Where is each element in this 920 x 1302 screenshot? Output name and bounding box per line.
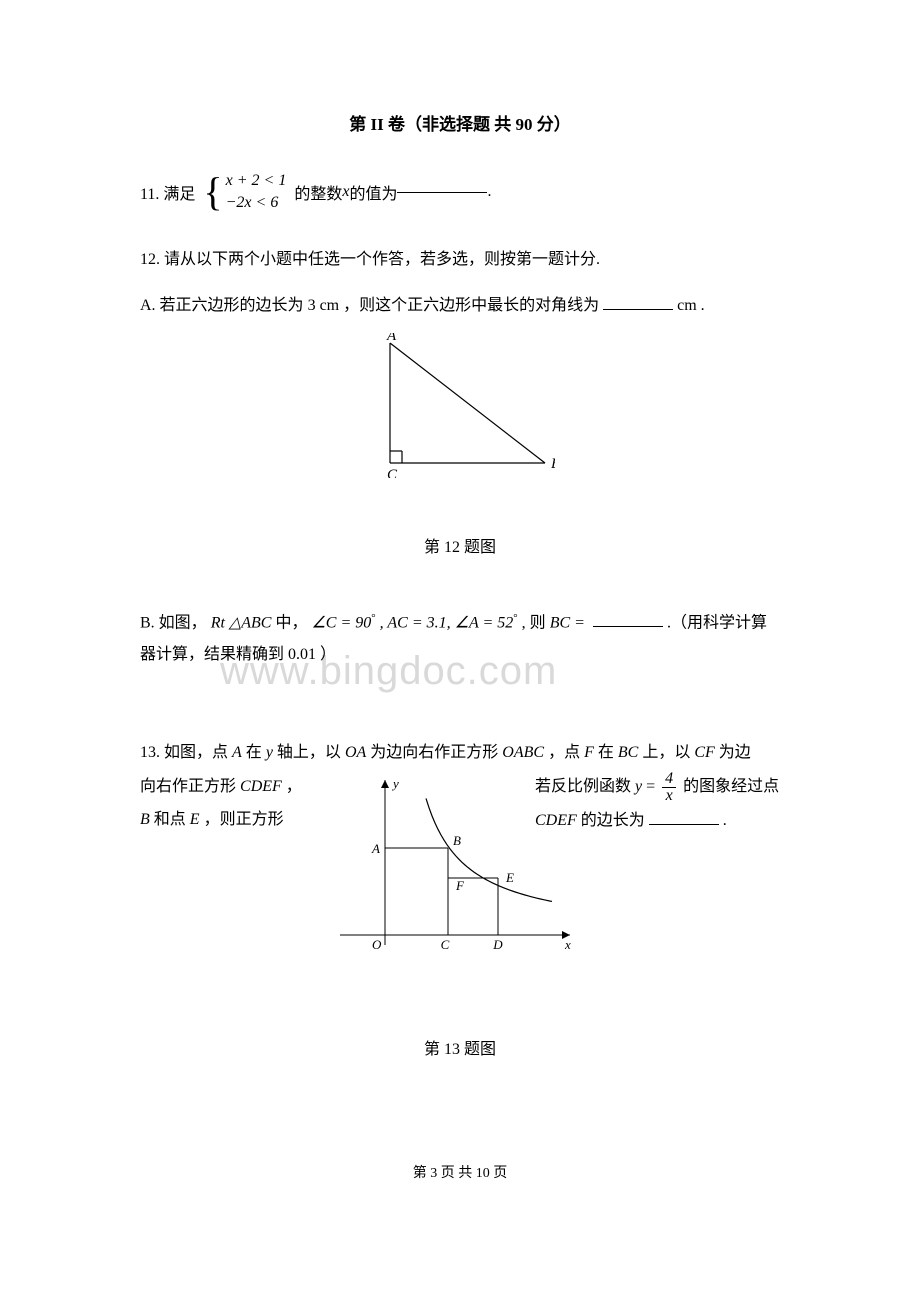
question-11: 11. 满足 { x + 2 < 1 −2x < 6 的整数 x 的值为 . <box>140 170 780 215</box>
q11-blank <box>397 192 487 193</box>
q12b-paren: ） <box>320 646 336 663</box>
svg-text:A: A <box>371 841 380 856</box>
svg-text:C: C <box>441 937 450 952</box>
svg-text:O: O <box>372 937 382 952</box>
frac-den: x <box>663 788 676 804</box>
q13-E: E <box>190 811 200 828</box>
question-13: 13. 如图，点 A 在 y 轴上，以 OA 为边向右作正方形 OABC ，点 … <box>140 736 780 837</box>
q12a-mid: ，则这个正六边形中最长的对角线为 <box>343 297 599 314</box>
q13-l2a: 向右作正方形 <box>140 778 240 795</box>
svg-text:E: E <box>505 870 514 885</box>
watermark: www.bingdoc.com <box>220 631 557 711</box>
figure-12-caption: 第 12 题图 <box>140 533 780 557</box>
q12a-unit: cm . <box>677 297 705 314</box>
q12b-ac: AC = 3.1, <box>387 614 450 631</box>
inequality-system: x + 2 < 1 −2x < 6 <box>226 170 287 215</box>
q13-OA: OA <box>345 744 366 761</box>
svg-text:A: A <box>386 333 397 344</box>
ineq-line1: x + 2 < 1 <box>226 170 287 192</box>
q12b-then: , 则 <box>522 614 550 631</box>
q13-CDEF: CDEF <box>240 778 282 795</box>
q13-A: A <box>232 744 242 761</box>
q11-end: . <box>487 183 491 201</box>
q13-BC: BC <box>618 744 638 761</box>
q11-prefix: 11. 满足 <box>140 180 195 204</box>
triangle-svg: A B C <box>365 333 555 478</box>
q13-t3: 为边向右作正方形 <box>370 744 502 761</box>
q13-t7: 为边 <box>719 744 751 761</box>
question-12b: B. 如图， Rt △ABC 中， ∠C = 90° , AC = 3.1, ∠… <box>140 607 780 671</box>
q13-r2c: . <box>723 812 727 829</box>
q13-r2a: CDEF <box>535 812 577 829</box>
q12b-mid1: 中， <box>275 614 307 631</box>
ineq-line2: −2x < 6 <box>226 192 287 214</box>
q13-l3c: ，则正方形 <box>204 811 284 828</box>
q13-r1a: 若反比例函数 <box>535 778 635 795</box>
brace-symbol: { <box>203 182 222 202</box>
q11-var: x <box>342 183 349 201</box>
deg2: ° <box>513 612 517 624</box>
q12a-blank <box>603 309 673 310</box>
q13-F: F <box>584 744 594 761</box>
fraction: 4 x <box>662 771 676 804</box>
svg-text:D: D <box>492 937 503 952</box>
section-header: 第 II 卷（非选择题 共 90 分） <box>140 110 780 135</box>
q11-after: 的值为 <box>349 180 397 204</box>
q13-CF: CF <box>694 744 714 761</box>
q13-r1eq: = <box>646 778 659 795</box>
deg1: ° <box>371 612 375 624</box>
q12b-pre: B. 如图， <box>140 614 207 631</box>
q13-l3b: 和点 <box>154 811 190 828</box>
svg-text:F: F <box>455 878 465 893</box>
q13-t1: 在 <box>246 744 266 761</box>
q12a-pre: A. 若正六边形的边长为 <box>140 297 304 314</box>
q12b-anga: ∠A = 52 <box>455 614 514 631</box>
question-12a: A. 若正六边形的边长为 3 cm ，则这个正六边形中最长的对角线为 cm . <box>140 291 780 315</box>
svg-text:B: B <box>551 456 555 472</box>
q13-B2: B <box>140 811 150 828</box>
q13-OABC: OABC <box>502 744 544 761</box>
frac-num: 4 <box>662 771 676 788</box>
q12b-end: .（用科学计算 <box>667 614 767 631</box>
q12b-bc: BC = <box>550 614 585 631</box>
figure-13-caption: 第 13 题图 <box>140 1035 780 1059</box>
q13-l2b: ， <box>286 778 302 795</box>
q12b-prec: 0.01 <box>288 646 316 663</box>
q13-blank <box>649 824 719 825</box>
q11-mid: 的整数 <box>294 180 342 204</box>
q13-t6: 上，以 <box>642 744 694 761</box>
q12a-num: 3 cm <box>308 297 340 314</box>
q13-t5: 在 <box>598 744 618 761</box>
q13-r1y: y <box>635 778 642 795</box>
q12b-rt: Rt <box>211 614 225 631</box>
q12b-tri: △ABC <box>229 614 272 631</box>
q13-r1b: 的图象经过点 <box>683 778 779 795</box>
q13-pre: 13. 如图，点 <box>140 744 232 761</box>
q12b-line2: 器计算，结果精确到 <box>140 646 284 663</box>
svg-text:C: C <box>387 467 398 478</box>
page-footer: 第 3 页 共 10 页 <box>0 1162 920 1182</box>
q13-t2: 轴上，以 <box>277 744 345 761</box>
question-12-intro: 12. 请从以下两个小题中任选一个作答，若多选，则按第一题计分. <box>140 245 780 269</box>
q13-right-column: 若反比例函数 y = 4 x 的图象经过点 CDEF 的边长为 . <box>535 770 780 837</box>
figure-12: A B C <box>140 333 780 483</box>
q12b-angc: ∠C = 90 <box>311 614 371 631</box>
q12b-blank <box>593 626 663 627</box>
svg-text:x: x <box>564 937 571 952</box>
q13-yax: y <box>266 744 273 761</box>
q13-r2b: 的边长为 <box>581 812 645 829</box>
q13-t4: ，点 <box>548 744 584 761</box>
